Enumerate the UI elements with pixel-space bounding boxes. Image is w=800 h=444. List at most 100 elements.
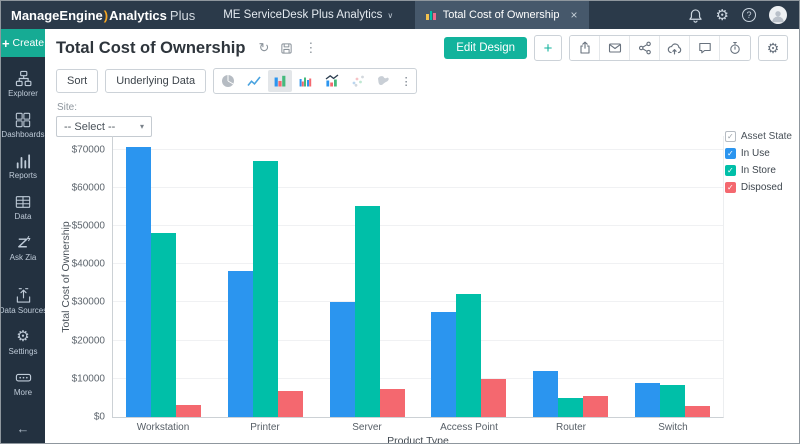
create-button[interactable]: + Create: [1, 29, 45, 57]
brand-swoosh-icon: ): [103, 7, 109, 23]
bar-group-switch: [621, 136, 723, 417]
legend-checkbox-in-use[interactable]: ✓: [724, 148, 736, 159]
avatar[interactable]: [769, 6, 787, 24]
workspace-dropdown[interactable]: ME ServiceDesk Plus Analytics ∨: [223, 9, 393, 21]
bar-disposed-router[interactable]: [583, 396, 609, 417]
legend-checkbox-disposed[interactable]: ✓: [724, 182, 736, 193]
chart-type-group: ⋮: [213, 68, 418, 94]
collapse-sidebar-icon[interactable]: ←: [16, 421, 30, 436]
gridline: [113, 225, 723, 227]
comment-icon: [698, 41, 712, 55]
bar-disposed-access-point[interactable]: [481, 378, 507, 417]
bar-in-use-switch[interactable]: [634, 383, 660, 417]
combo-chart-button[interactable]: [320, 70, 344, 92]
report-settings-icon[interactable]: ⚙: [758, 35, 788, 61]
legend-title-row[interactable]: ✓ Asset State: [724, 131, 792, 142]
toolbar: Sort Underlying Data ⋮: [45, 67, 799, 95]
legend-item-in-store[interactable]: ✓ In Store: [724, 165, 792, 176]
scatter-chart-button[interactable]: [346, 70, 370, 92]
bar-in-use-server[interactable]: [329, 302, 355, 417]
reports-icon: [15, 152, 31, 169]
bar-in-use-router[interactable]: [533, 371, 559, 417]
refresh-icon[interactable]: ↻: [258, 40, 270, 55]
tab-label: Total Cost of Ownership: [442, 9, 560, 21]
tab-total-cost-of-ownership[interactable]: Total Cost of Ownership ×: [415, 1, 589, 29]
sidebar-item-dashboards[interactable]: Dashboards: [1, 111, 45, 139]
legend-item-label: In Store: [740, 165, 776, 176]
close-icon[interactable]: ×: [570, 8, 578, 22]
bar-chart-mini-icon: [426, 10, 436, 20]
line-chart-icon: [246, 73, 262, 89]
bar-in-store-workstation[interactable]: [151, 232, 177, 417]
comment-button[interactable]: [690, 36, 720, 60]
bar-group-printer: [215, 136, 317, 417]
legend-checkbox-in-store[interactable]: ✓: [724, 165, 736, 176]
sort-button[interactable]: Sort: [56, 69, 99, 93]
bar-disposed-workstation[interactable]: [176, 404, 202, 417]
sidebar-item-reports[interactable]: Reports: [1, 152, 45, 180]
legend-item-label: Disposed: [740, 182, 783, 193]
add-button[interactable]: +: [534, 35, 562, 61]
cloud-upload-button[interactable]: [660, 36, 690, 60]
sidebar-item-ask-zia[interactable]: Ask Zia: [1, 234, 45, 262]
site-select[interactable]: -- Select -- ▾: [56, 116, 152, 137]
bar-disposed-switch[interactable]: [684, 405, 710, 417]
edit-design-button[interactable]: Edit Design: [444, 37, 527, 59]
legend-item-disposed[interactable]: ✓ Disposed: [724, 182, 792, 193]
brand-part3: Plus: [169, 7, 196, 23]
notifications-icon[interactable]: [688, 8, 703, 23]
line-chart-button[interactable]: [242, 70, 266, 92]
save-icon[interactable]: [280, 42, 293, 55]
gridline: [113, 339, 723, 341]
title-row: Total Cost of Ownership ↻ ⋮ Edit Design …: [45, 33, 799, 63]
bar-disposed-printer[interactable]: [278, 391, 303, 417]
schedule-button[interactable]: [720, 36, 750, 60]
x-axis-title: Product Type: [387, 435, 449, 444]
bar-in-store-server[interactable]: [354, 205, 380, 417]
x-tick-label: Router: [555, 422, 586, 433]
title-icons: ↻ ⋮: [258, 40, 317, 56]
bar-in-store-switch[interactable]: [659, 384, 685, 417]
bar-in-use-printer[interactable]: [228, 270, 253, 417]
underlying-data-button[interactable]: Underlying Data: [105, 69, 207, 93]
chart-type-more-button[interactable]: ⋮: [400, 75, 412, 88]
bar-in-store-router[interactable]: [558, 398, 584, 417]
kebab-menu-icon[interactable]: ⋮: [304, 40, 318, 55]
header-actions: Edit Design + ⚙: [444, 35, 788, 61]
map-chart-button[interactable]: [372, 70, 396, 92]
data-sources-icon: [15, 287, 32, 304]
settings-icon[interactable]: ⚙: [715, 6, 729, 24]
grouped-bar-chart-button[interactable]: [294, 70, 318, 92]
export-icon: [578, 41, 592, 55]
bar-in-store-printer[interactable]: [253, 161, 278, 417]
site-select-value: -- Select --: [64, 120, 116, 133]
bar-in-use-workstation[interactable]: [126, 146, 152, 417]
y-axis-title: Total Cost of Ownership: [60, 221, 72, 333]
bar-disposed-server[interactable]: [379, 389, 405, 417]
x-tick-label: Access Point: [440, 422, 498, 433]
help-icon[interactable]: ?: [742, 8, 756, 22]
ask-zia-icon: [15, 234, 32, 251]
share-button[interactable]: [630, 36, 660, 60]
scatter-chart-icon: [350, 73, 366, 89]
brand-part1: ManageEngine: [11, 7, 103, 23]
sidebar-item-explorer[interactable]: Explorer: [1, 70, 45, 98]
sidebar-item-more[interactable]: More: [1, 369, 45, 397]
brand-part2: Analytics: [109, 7, 167, 23]
workspace-name: ME ServiceDesk Plus Analytics: [223, 9, 383, 21]
x-tick-label: Switch: [658, 422, 688, 433]
chevron-down-icon: ∨: [387, 10, 394, 20]
email-button[interactable]: [600, 36, 630, 60]
checkbox-icon: ✓: [724, 131, 736, 142]
gridline: [113, 263, 723, 265]
bar-chart-button[interactable]: [268, 70, 293, 92]
sidebar-item-data[interactable]: Data: [1, 193, 45, 221]
sidebar-item-data-sources[interactable]: Data Sources: [1, 287, 47, 315]
export-button[interactable]: [570, 36, 600, 60]
bar-in-store-access-point[interactable]: [456, 294, 482, 417]
sidebar-item-settings[interactable]: ⚙ Settings: [1, 328, 45, 356]
pie-chart-button[interactable]: [216, 70, 240, 92]
bar-in-use-access-point[interactable]: [431, 312, 457, 417]
legend-item-in-use[interactable]: ✓ In Use: [724, 148, 792, 159]
schedule-icon: [728, 41, 742, 55]
